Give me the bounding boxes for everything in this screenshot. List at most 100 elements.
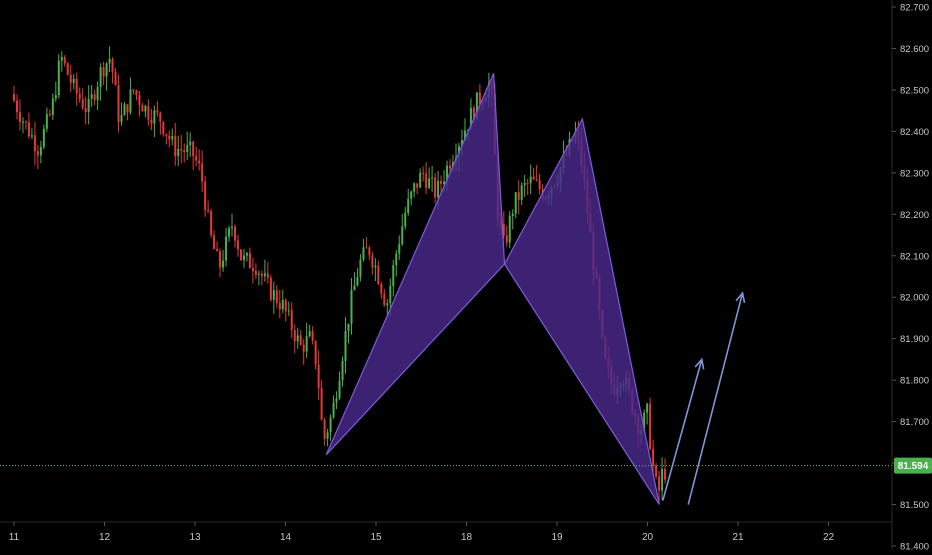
candle: [317, 350, 320, 400]
candle: [344, 317, 347, 374]
candle: [210, 208, 213, 238]
candle: [87, 85, 90, 125]
y-tick-label: 82.700: [900, 3, 929, 14]
candle: [96, 81, 99, 111]
candle: [75, 72, 78, 106]
candle: [646, 402, 649, 425]
x-tick-label: 14: [280, 532, 292, 543]
y-tick-label: 81.900: [900, 334, 929, 345]
candle: [410, 190, 413, 206]
candle: [192, 140, 195, 171]
candle: [219, 248, 222, 278]
candle: [254, 263, 257, 279]
candle: [225, 227, 228, 267]
x-tick-label: 18: [461, 532, 473, 543]
candle: [30, 128, 33, 140]
candle: [263, 259, 266, 282]
candle: [39, 140, 42, 164]
candle: [48, 109, 51, 118]
candle: [57, 53, 60, 99]
y-tick-label: 82.300: [900, 168, 929, 179]
candle: [299, 329, 302, 346]
candle: [141, 102, 144, 112]
candle: [526, 178, 529, 196]
candle: [168, 130, 171, 148]
candle: [311, 326, 314, 345]
candle: [189, 132, 192, 158]
candle: [195, 146, 198, 167]
x-tick-label: 22: [823, 532, 835, 543]
x-tick-label: 15: [370, 532, 382, 543]
candle: [278, 289, 281, 319]
candle: [428, 167, 431, 190]
candle: [422, 166, 425, 182]
candle: [353, 272, 356, 291]
candle: [320, 380, 323, 421]
candle: [63, 55, 66, 67]
candle: [111, 57, 114, 84]
candle: [380, 281, 383, 299]
candle: [523, 174, 526, 198]
candle: [33, 121, 36, 166]
candle: [652, 439, 655, 472]
candle: [245, 251, 248, 262]
candle: [508, 211, 511, 249]
candle: [42, 124, 45, 150]
candle: [272, 281, 275, 314]
candle: [392, 259, 395, 297]
candle: [502, 211, 505, 239]
candle: [81, 88, 84, 111]
candle: [293, 324, 296, 354]
candle: [290, 302, 293, 339]
candle: [655, 463, 658, 480]
candle: [120, 102, 123, 126]
candle: [78, 87, 81, 103]
candle: [287, 301, 290, 317]
candle: [269, 274, 272, 302]
candle: [69, 64, 72, 93]
candle: [27, 112, 30, 139]
candle: [126, 103, 129, 121]
candle: [24, 120, 27, 130]
candle: [359, 254, 362, 282]
candle: [207, 200, 210, 214]
candle: [248, 247, 251, 269]
candle: [266, 261, 269, 284]
candle: [356, 268, 359, 287]
candle: [302, 339, 305, 365]
candle: [532, 167, 535, 180]
candle: [257, 270, 260, 286]
candle: [174, 123, 177, 166]
candle: [308, 324, 311, 338]
candle: [183, 143, 186, 163]
x-tick-label: 21: [732, 532, 744, 543]
candle: [90, 84, 93, 107]
candle: [326, 428, 329, 447]
candle: [505, 225, 508, 247]
candle: [377, 260, 380, 286]
candle: [60, 51, 63, 72]
candle: [153, 105, 156, 138]
pattern-triangle-bcd: [503, 117, 660, 505]
projection-arrows-layer: [662, 291, 746, 505]
candle: [335, 391, 338, 410]
pattern-triangle-xab: [325, 73, 506, 456]
candle: [242, 248, 245, 269]
candle: [329, 414, 332, 441]
candle: [338, 371, 341, 400]
candle: [135, 89, 138, 101]
x-axis: 11 12 13 14 15 18 19 20 21 22: [9, 522, 835, 543]
candle: [251, 257, 254, 284]
candle: [664, 458, 667, 484]
candle: [404, 206, 407, 230]
candle: [365, 237, 368, 249]
candle: [314, 340, 317, 370]
candle: [99, 63, 102, 101]
candle: [281, 289, 284, 314]
candle: [383, 288, 386, 307]
candle: [147, 99, 150, 126]
candle: [186, 131, 189, 160]
candle: [177, 135, 180, 166]
